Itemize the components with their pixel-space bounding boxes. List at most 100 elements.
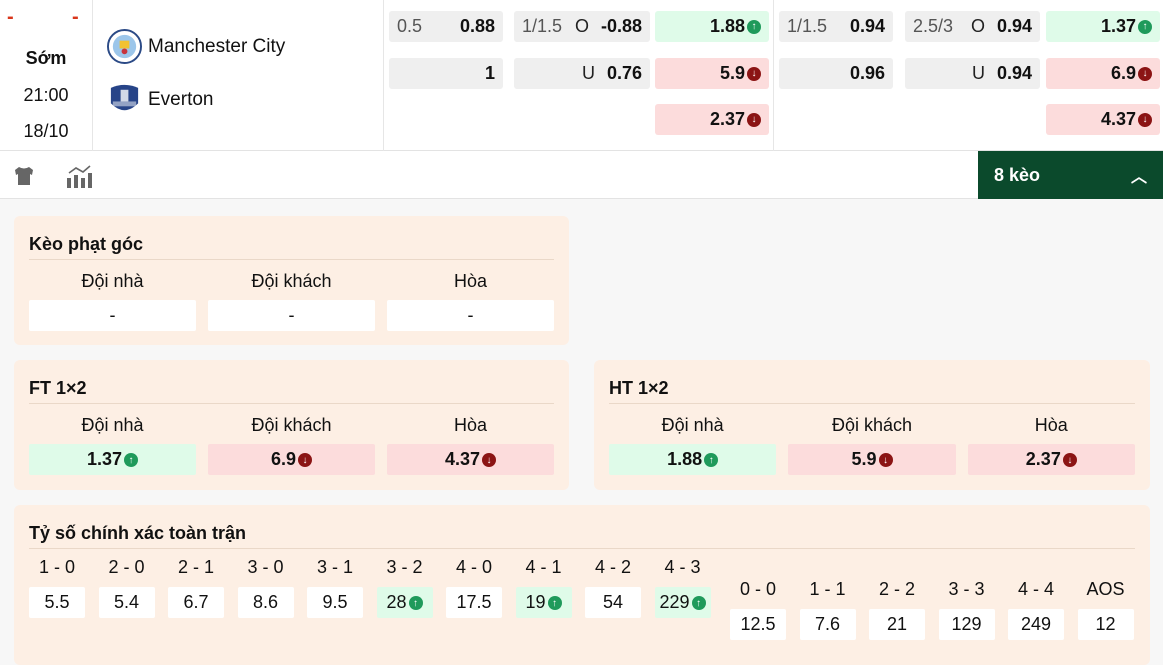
ht-over[interactable]: 2.5/3 O 0.94 <box>905 11 1040 42</box>
ht-1x2-home[interactable]: 1.37 ↑ <box>1046 11 1160 42</box>
odd-away[interactable]: 5.9 ↓ <box>788 444 956 475</box>
home-score: - <box>7 6 14 28</box>
odd: 9.5 <box>322 592 348 612</box>
toolbar <box>0 151 1163 199</box>
odd: 249 <box>1020 614 1052 634</box>
ht-1x2-draw[interactable]: 4.37 ↓ <box>1046 104 1160 135</box>
score-odd[interactable]: 28 ↑ <box>376 587 433 618</box>
arrow-down-icon: ↓ <box>878 453 893 468</box>
score-label: 1 - 1 <box>809 579 846 599</box>
odd: 8.6 <box>252 592 279 612</box>
away-team[interactable]: Everton <box>107 82 213 117</box>
arrow-up-icon: ↑ <box>691 596 706 611</box>
odd: -0.88 <box>600 16 642 36</box>
header-home: Đội nhà <box>81 271 144 291</box>
match-status: Sớm <box>25 48 67 68</box>
header-home: Đội nhà <box>661 415 724 435</box>
odd: 6.7 <box>183 592 209 612</box>
score-label: 4 - 3 <box>664 557 701 577</box>
ft-handicap-away[interactable]: 1 <box>389 58 503 89</box>
side: O <box>574 16 589 36</box>
odd: 1.37 <box>86 449 123 469</box>
line: 1/1.5 <box>787 16 828 36</box>
side: U <box>581 63 595 83</box>
odd: 5.9 <box>851 449 877 469</box>
ft-1x2-draw[interactable]: 2.37 ↓ <box>655 104 769 135</box>
odd-draw[interactable]: - <box>387 300 554 331</box>
home-team[interactable]: Manchester City <box>107 29 285 64</box>
arrow-down-icon: ↓ <box>1062 453 1077 468</box>
score-odd[interactable]: 229 ↑ <box>654 587 711 618</box>
match-date: 18/10 <box>23 121 69 141</box>
score-label: 4 - 1 <box>525 557 562 577</box>
ht-handicap-home[interactable]: 1/1.5 0.94 <box>779 11 893 42</box>
score-label: 3 - 3 <box>948 579 985 599</box>
markets-toggle-button[interactable]: 8 kèo ︿ <box>978 151 1163 199</box>
ft-1x2-away[interactable]: 5.9 ↓ <box>655 58 769 89</box>
markets-count: 8 kèo <box>994 164 1041 185</box>
card-title: HT 1×2 <box>609 360 1135 404</box>
score-odd[interactable]: 249 <box>1008 609 1064 640</box>
score-odd[interactable]: 12 <box>1077 609 1134 640</box>
ft-under[interactable]: U 0.76 <box>514 58 650 89</box>
score-odd[interactable]: 5.5 <box>29 587 85 618</box>
score-odd[interactable]: 8.6 <box>237 587 294 618</box>
chevron-up-icon: ︿ <box>1130 169 1147 186</box>
score-label: 2 - 0 <box>108 557 145 577</box>
card-title: Kèo phạt góc <box>29 216 554 260</box>
score-odd[interactable]: 6.7 <box>168 587 224 618</box>
jersey-icon[interactable] <box>13 165 35 187</box>
odd: 12 <box>1095 614 1116 634</box>
score-odd[interactable]: 9.5 <box>307 587 363 618</box>
ht-handicap-away[interactable]: 0.96 <box>779 58 893 89</box>
side: U <box>971 63 985 83</box>
score-odd[interactable]: 19 ↑ <box>515 587 572 618</box>
score-odd[interactable]: 5.4 <box>98 587 155 618</box>
stats-chart-icon[interactable] <box>66 164 94 188</box>
odd-away[interactable]: 6.9 ↓ <box>208 444 375 475</box>
odd: 1.37 <box>1100 16 1136 36</box>
exact-score-card: Tỷ số chính xác toàn trận 1 - 0 5.5 2 - 0 5… <box>14 505 1150 665</box>
score-odd[interactable]: 21 <box>869 609 925 640</box>
score-label: 3 - 0 <box>247 557 284 577</box>
line: 2.5/3 <box>913 16 954 36</box>
odd: 17.5 <box>456 592 492 612</box>
odd: 2.37 <box>709 109 745 129</box>
header-away: Đội khách <box>831 415 913 435</box>
odd-away[interactable]: - <box>208 300 375 331</box>
odd: 129 <box>951 614 982 634</box>
odd: 0.94 <box>996 63 1032 83</box>
header-draw: Hòa <box>453 415 488 435</box>
odd-draw[interactable]: 4.37 ↓ <box>387 444 554 475</box>
ht-1x2-away[interactable]: 6.9 ↓ <box>1046 58 1160 89</box>
odd-draw[interactable]: 2.37 ↓ <box>967 444 1135 475</box>
ft-1x2-home[interactable]: 1.88 ↑ <box>655 11 769 42</box>
ft-over[interactable]: 1/1.5 O -0.88 <box>514 11 650 42</box>
score-label: 4 - 4 <box>1017 579 1055 599</box>
odd: 54 <box>602 592 624 612</box>
odd: 1 <box>484 63 495 83</box>
score-odd[interactable]: 54 <box>585 587 641 618</box>
score-odd[interactable]: 7.6 <box>799 609 856 640</box>
arrow-down-icon: ↓ <box>1138 66 1152 81</box>
header-draw: Hòa <box>453 271 488 291</box>
odd: 2.37 <box>1025 449 1061 469</box>
odd-home[interactable]: - <box>29 300 196 331</box>
odd-home[interactable]: 1.88 ↑ <box>609 444 777 475</box>
header-away: Đội khách <box>251 415 332 435</box>
score-odd[interactable]: 17.5 <box>446 587 502 618</box>
ft-handicap-home[interactable]: 0.5 0.88 <box>389 11 503 42</box>
score-odd[interactable]: 129 <box>938 609 995 640</box>
ht-1x2-card: HT 1×2 Đội nhà Đội khách Hòa 1.88 ↑ 5.9 ↓ 2.37… <box>594 360 1150 490</box>
score-odd[interactable]: 12.5 <box>730 609 786 640</box>
odd: 19 <box>525 592 546 612</box>
odd: 229 <box>659 592 690 612</box>
score-label: 3 - 2 <box>386 557 423 577</box>
odd: 21 <box>886 614 908 634</box>
odd: 0.88 <box>459 16 495 36</box>
odd: 4.37 <box>1100 109 1136 129</box>
ht-under[interactable]: U 0.94 <box>905 58 1040 89</box>
arrow-up-icon: ↑ <box>704 453 719 468</box>
score-label: 2 - 1 <box>177 557 215 577</box>
odd-home[interactable]: 1.37 ↑ <box>29 444 196 475</box>
